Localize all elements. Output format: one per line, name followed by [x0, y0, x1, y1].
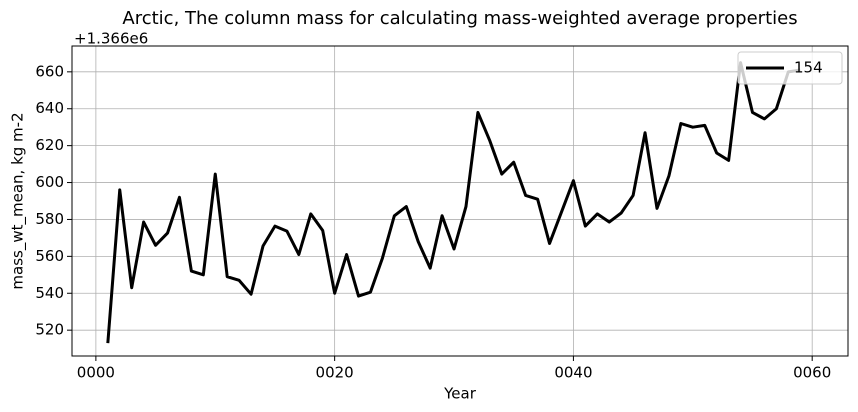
x-tick-label: 0040: [554, 364, 592, 382]
legend-label: 154: [794, 59, 823, 77]
y-tick-label: 540: [35, 284, 64, 302]
plot-frame: [71, 45, 849, 357]
y-tick-label: 640: [35, 99, 64, 117]
chart-title: Arctic, The column mass for calculating …: [122, 8, 797, 29]
y-tick-label: 580: [35, 210, 64, 228]
y-axis-label: mass_wt_mean, kg m-2: [9, 112, 28, 289]
line: [106, 61, 801, 344]
y-tick-label: 600: [35, 173, 64, 191]
y-tick-label: 520: [35, 321, 64, 339]
y-tick-label: 620: [35, 136, 64, 154]
x-tick-label: 0020: [316, 364, 354, 382]
x-tick-label: 0060: [793, 364, 831, 382]
y-tick-label: 660: [35, 62, 64, 80]
x-axis-label: Year: [443, 385, 477, 403]
y-tick-label: 560: [35, 247, 64, 265]
legend-box: [737, 51, 843, 85]
x-tick-label: 0000: [77, 364, 115, 382]
y-offset-label: +1.366e6: [74, 30, 148, 48]
